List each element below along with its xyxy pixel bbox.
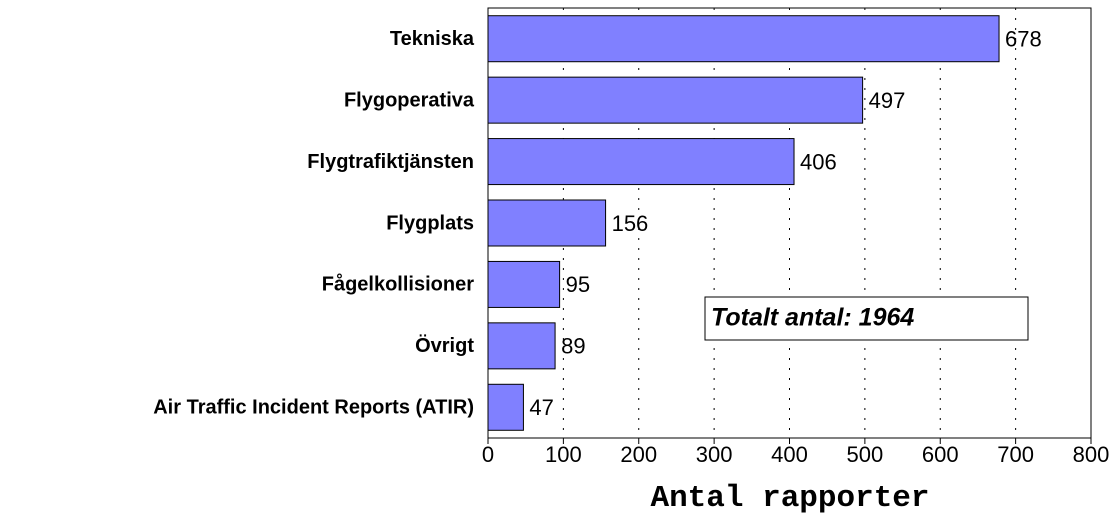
annotation-box [704, 296, 1029, 341]
y-tick-label: Tekniska [390, 28, 475, 50]
value-label: 89 [561, 334, 585, 359]
value-label: 678 [1005, 27, 1042, 52]
x-tick-label: 800 [1073, 442, 1110, 467]
value-label: 95 [566, 272, 590, 297]
x-tick-label: 100 [545, 442, 582, 467]
value-label: 47 [529, 395, 553, 420]
y-tick-label: Fågelkollisioner [322, 273, 474, 296]
value-label: 156 [612, 211, 649, 236]
value-label: 497 [869, 88, 906, 113]
bar [487, 322, 556, 370]
y-tick-label: Air Traffic Incident Reports (ATIR) [153, 397, 474, 419]
annotation: Totalt antal: 1964 [711, 304, 914, 332]
bar [487, 76, 864, 124]
x-tick-label: 500 [847, 442, 884, 467]
y-tick-label: Flygoperativa [344, 89, 475, 111]
x-tick-label: 700 [997, 442, 1034, 467]
x-tick-label: 0 [482, 442, 494, 467]
bar [487, 15, 1000, 63]
bar [487, 199, 607, 247]
bar [487, 383, 524, 431]
bar [487, 138, 795, 186]
x-tick-label: 200 [620, 442, 657, 467]
value-label: 406 [800, 149, 837, 174]
x-tick-label: 600 [922, 442, 959, 467]
x-axis-label: Antal rapporter [650, 481, 929, 516]
x-tick-label: 300 [696, 442, 733, 467]
y-tick-label: Flygtrafiktjänsten [307, 151, 474, 173]
x-tick-label: 400 [771, 442, 808, 467]
y-tick-label: Övrigt [415, 334, 474, 357]
bar [487, 260, 561, 308]
y-tick-label: Flygplats [386, 212, 474, 234]
